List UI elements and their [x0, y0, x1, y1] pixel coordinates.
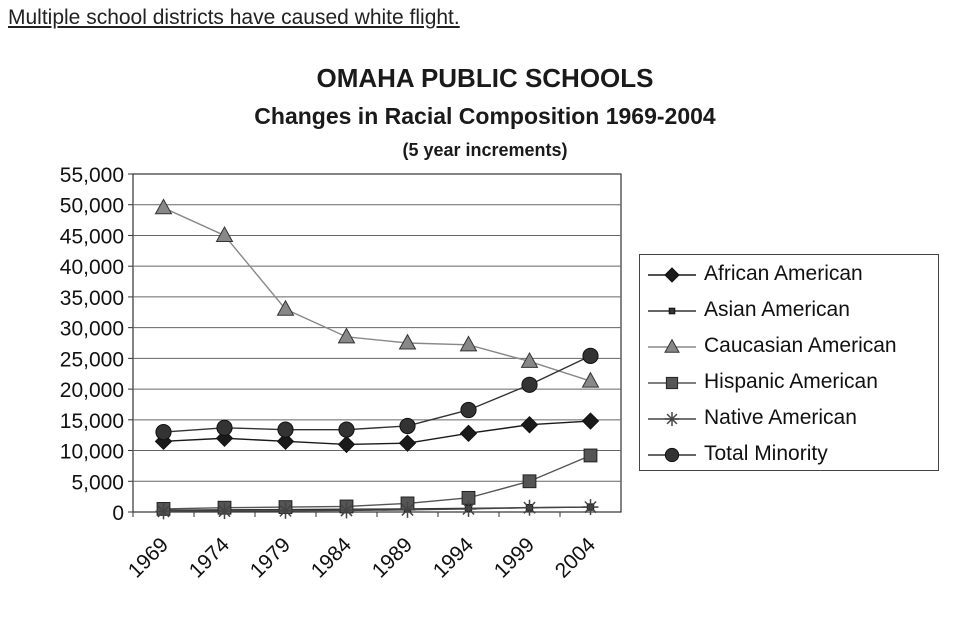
data-point	[337, 435, 356, 454]
data-point	[460, 500, 477, 517]
data-point	[155, 424, 172, 441]
data-point	[155, 503, 172, 520]
x-tick-label: 1974	[185, 533, 235, 583]
x-tick-label: 1994	[429, 533, 479, 583]
legend-label: African American	[704, 262, 863, 285]
series-line	[163, 355, 591, 433]
legend-marker	[664, 338, 680, 353]
y-tick-label: 45,000	[60, 225, 124, 248]
legend-swatch	[648, 447, 696, 463]
legend-marker	[665, 376, 679, 390]
series-markers	[154, 198, 600, 520]
legend-swatch	[648, 307, 696, 315]
x-tick-label: 1979	[246, 533, 295, 582]
data-point	[521, 376, 538, 393]
data-point	[520, 352, 539, 368]
chart-title: OMAHA PUBLIC SCHOOLS	[316, 63, 654, 93]
legend-item: African American	[640, 257, 940, 293]
series-line	[163, 454, 591, 510]
y-tick-label: 55,000	[60, 164, 124, 187]
data-point	[398, 333, 417, 350]
series-line	[163, 506, 591, 513]
legend-item: Native American	[640, 401, 940, 437]
data-point	[581, 371, 600, 388]
y-tick-label: 35,000	[60, 287, 124, 310]
legend-label: Native American	[704, 406, 857, 429]
y-tick-label: 50,000	[60, 195, 124, 218]
data-point	[399, 501, 416, 518]
data-point	[215, 226, 234, 242]
data-point	[277, 421, 294, 438]
data-point	[216, 503, 233, 520]
legend-marker	[664, 447, 680, 463]
data-point	[338, 502, 355, 519]
legend-label: Asian American	[704, 298, 850, 321]
data-point	[337, 327, 356, 344]
data-point	[276, 432, 295, 451]
y-tick-label: 10,000	[60, 441, 124, 464]
x-tick-label: 1984	[307, 533, 357, 583]
x-tick-label: 1969	[124, 533, 173, 582]
data-point	[522, 474, 537, 489]
y-tick-label: 5,000	[71, 471, 124, 494]
data-point	[398, 434, 417, 452]
data-point	[399, 417, 416, 435]
y-tick-label: 0	[112, 502, 124, 525]
data-point	[276, 299, 295, 316]
legend-item: Total Minority	[640, 437, 940, 473]
x-tick-label: 1999	[490, 533, 539, 582]
data-point	[154, 198, 173, 215]
x-tick-label: 2004	[551, 533, 601, 583]
legend-marker	[664, 267, 680, 283]
legend-label: Hispanic American	[704, 370, 878, 393]
data-point	[582, 499, 599, 516]
data-point	[520, 416, 539, 434]
legend-swatch	[648, 267, 696, 283]
y-tick-label: 30,000	[60, 318, 124, 341]
series-line	[163, 207, 591, 382]
data-point	[583, 448, 598, 463]
legend-label: Total Minority	[704, 442, 828, 465]
y-tick-label: 15,000	[60, 410, 124, 433]
legend-item: Asian American	[640, 293, 940, 329]
x-tick-label: 1989	[368, 533, 417, 582]
legend-item: Caucasian American	[640, 329, 940, 365]
chart-note: (5 year increments)	[402, 140, 568, 160]
y-axis-ticks: 0 5,000 10,000 15,000 20,000 25,000 30,000 35,0…	[60, 164, 133, 525]
data-point	[459, 424, 478, 443]
chart-subtitle: Changes in Racial Composition 1969-2004	[254, 103, 716, 129]
chart-grid	[132, 173, 622, 513]
legend-swatch	[648, 376, 696, 390]
data-point	[459, 335, 478, 352]
legend-swatch	[648, 412, 696, 426]
legend-item: Hispanic American	[640, 365, 940, 401]
y-tick-label: 25,000	[60, 348, 124, 371]
legend-marker	[668, 307, 676, 315]
data-point	[582, 347, 599, 365]
plot-area	[132, 173, 622, 513]
x-axis-ticks: 1969 1974 1979 1984 1989 1994 1999 2004	[124, 512, 601, 583]
legend-marker	[665, 412, 679, 426]
data-point	[521, 499, 538, 516]
series-lines	[163, 207, 591, 513]
series-line	[163, 420, 591, 446]
data-point	[460, 401, 477, 419]
y-tick-label: 20,000	[60, 379, 124, 402]
data-point	[277, 502, 294, 519]
chart-legend: African American Asian American Caucasian …	[639, 254, 939, 471]
data-point	[581, 412, 600, 430]
y-tick-label: 40,000	[60, 256, 124, 279]
data-point	[338, 421, 355, 438]
legend-label: Caucasian American	[704, 334, 897, 357]
data-point	[216, 419, 233, 436]
legend-swatch	[648, 338, 696, 353]
page-heading: Multiple school districts have caused wh…	[8, 6, 460, 29]
